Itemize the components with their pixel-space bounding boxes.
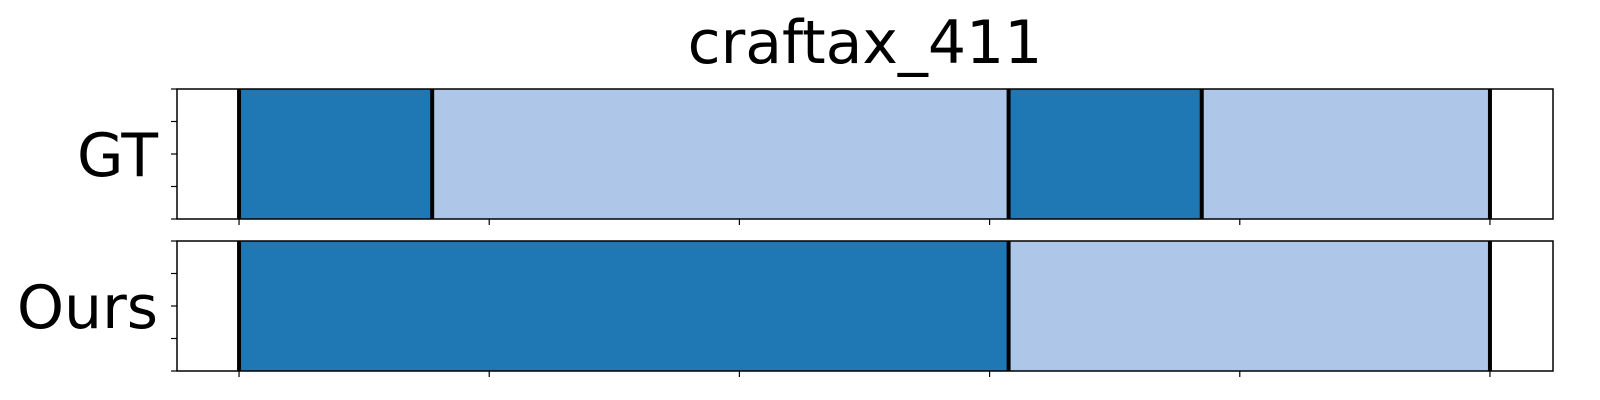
row-label-2: Ours	[17, 273, 158, 343]
segment-1-3	[1008, 89, 1202, 219]
segment-1-1	[239, 89, 433, 219]
row-label-1: GT	[77, 121, 158, 191]
segment-2-2	[1008, 241, 1490, 371]
segment-1-4	[1201, 89, 1490, 219]
segment-1-2	[432, 89, 1009, 219]
row-2: Ours	[17, 240, 1554, 377]
segment-2-1	[239, 241, 1009, 371]
chart-title: craftax_411	[688, 8, 1043, 78]
rows-layer: GT Ours	[17, 88, 1554, 377]
row-1: GT	[77, 88, 1554, 225]
